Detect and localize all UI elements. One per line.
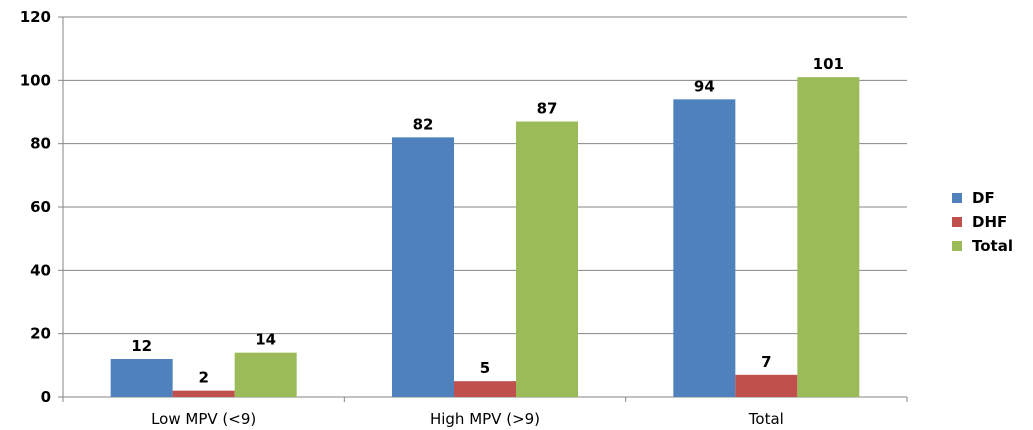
bar-df-2 bbox=[392, 137, 454, 398]
y-axis-ticks: 0 20 40 60 80 100 120 bbox=[20, 8, 63, 406]
y-tick-label: 0 bbox=[41, 388, 51, 406]
y-tick-label: 100 bbox=[20, 71, 51, 89]
data-label: 14 bbox=[255, 331, 276, 349]
y-tick-label: 40 bbox=[30, 261, 51, 279]
legend-swatch-total bbox=[952, 241, 962, 251]
bars bbox=[110, 77, 860, 398]
bar-df-1 bbox=[110, 359, 173, 397]
data-label: 7 bbox=[761, 353, 771, 371]
data-label: 82 bbox=[413, 115, 434, 133]
bar-total-1 bbox=[234, 352, 297, 397]
legend: DF DHF Total bbox=[952, 189, 1013, 255]
y-tick-label: 60 bbox=[30, 198, 51, 216]
legend-label: DF bbox=[972, 189, 995, 207]
x-axis-categories: Low MPV (<9) High MPV (>9) Total bbox=[151, 410, 784, 428]
bar-dhf-1 bbox=[172, 390, 235, 397]
x-category-label: Low MPV (<9) bbox=[151, 410, 256, 428]
data-label: 87 bbox=[537, 100, 558, 118]
bar-df-3 bbox=[673, 99, 736, 397]
x-category-label: Total bbox=[748, 410, 784, 428]
axes bbox=[62, 17, 908, 402]
y-tick-label: 120 bbox=[20, 8, 51, 26]
bar-dhf-2 bbox=[454, 381, 516, 397]
data-label: 2 bbox=[198, 369, 208, 387]
bar-total-2 bbox=[516, 121, 578, 397]
y-tick-label: 80 bbox=[30, 135, 51, 153]
legend-swatch-dhf bbox=[952, 217, 962, 227]
x-category-label: High MPV (>9) bbox=[430, 410, 540, 428]
data-labels: 12 2 14 82 5 87 94 7 101 bbox=[131, 55, 844, 387]
data-label: 101 bbox=[813, 55, 844, 73]
legend-label: Total bbox=[972, 237, 1013, 255]
bar-dhf-3 bbox=[735, 374, 798, 397]
bar-total-3 bbox=[797, 77, 860, 398]
data-label: 12 bbox=[131, 337, 152, 355]
gridlines bbox=[63, 16, 907, 335]
y-tick-label: 20 bbox=[30, 325, 51, 343]
data-label: 5 bbox=[480, 359, 490, 377]
data-label: 94 bbox=[694, 77, 715, 95]
legend-swatch-df bbox=[952, 193, 962, 203]
legend-label: DHF bbox=[972, 213, 1007, 231]
